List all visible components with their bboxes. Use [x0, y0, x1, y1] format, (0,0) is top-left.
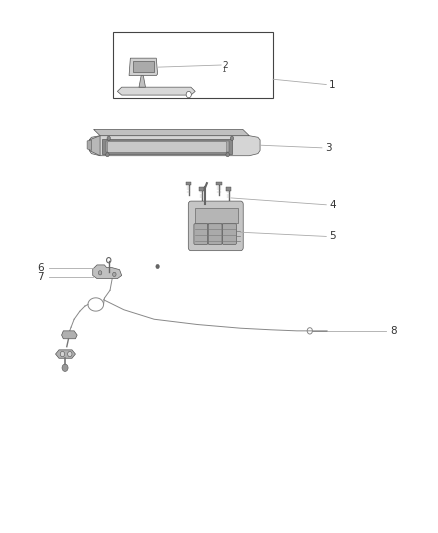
Circle shape	[230, 136, 234, 140]
Text: 6: 6	[37, 263, 44, 273]
Bar	[113, 32, 273, 98]
Text: 2: 2	[222, 61, 228, 69]
Polygon shape	[56, 350, 75, 358]
Circle shape	[67, 351, 72, 357]
Bar	[133, 61, 154, 72]
Circle shape	[107, 136, 110, 140]
FancyBboxPatch shape	[208, 224, 222, 244]
Polygon shape	[87, 140, 92, 150]
Bar	[186, 182, 191, 185]
Circle shape	[113, 272, 116, 277]
FancyBboxPatch shape	[188, 201, 243, 251]
Text: 5: 5	[329, 231, 336, 241]
Circle shape	[156, 264, 159, 269]
Text: 7: 7	[37, 272, 44, 282]
Polygon shape	[139, 76, 145, 87]
Bar	[199, 188, 204, 191]
Polygon shape	[94, 130, 249, 136]
Text: 8: 8	[390, 326, 396, 336]
FancyBboxPatch shape	[223, 224, 236, 244]
Polygon shape	[93, 265, 122, 279]
Polygon shape	[62, 331, 77, 339]
Circle shape	[62, 364, 68, 372]
Polygon shape	[89, 136, 260, 156]
Circle shape	[186, 91, 191, 98]
Polygon shape	[89, 136, 100, 156]
Circle shape	[99, 271, 102, 275]
Circle shape	[60, 351, 65, 357]
Bar	[106, 141, 229, 152]
Bar	[226, 188, 231, 191]
Text: 3: 3	[325, 143, 332, 153]
Bar	[216, 182, 222, 185]
Circle shape	[106, 152, 109, 157]
Bar	[102, 139, 232, 154]
FancyBboxPatch shape	[194, 224, 208, 244]
Text: 4: 4	[329, 200, 336, 210]
FancyBboxPatch shape	[107, 141, 227, 152]
Polygon shape	[129, 58, 158, 76]
Text: 1: 1	[329, 79, 336, 90]
Polygon shape	[117, 87, 195, 95]
Bar	[195, 208, 238, 223]
Circle shape	[226, 152, 230, 157]
